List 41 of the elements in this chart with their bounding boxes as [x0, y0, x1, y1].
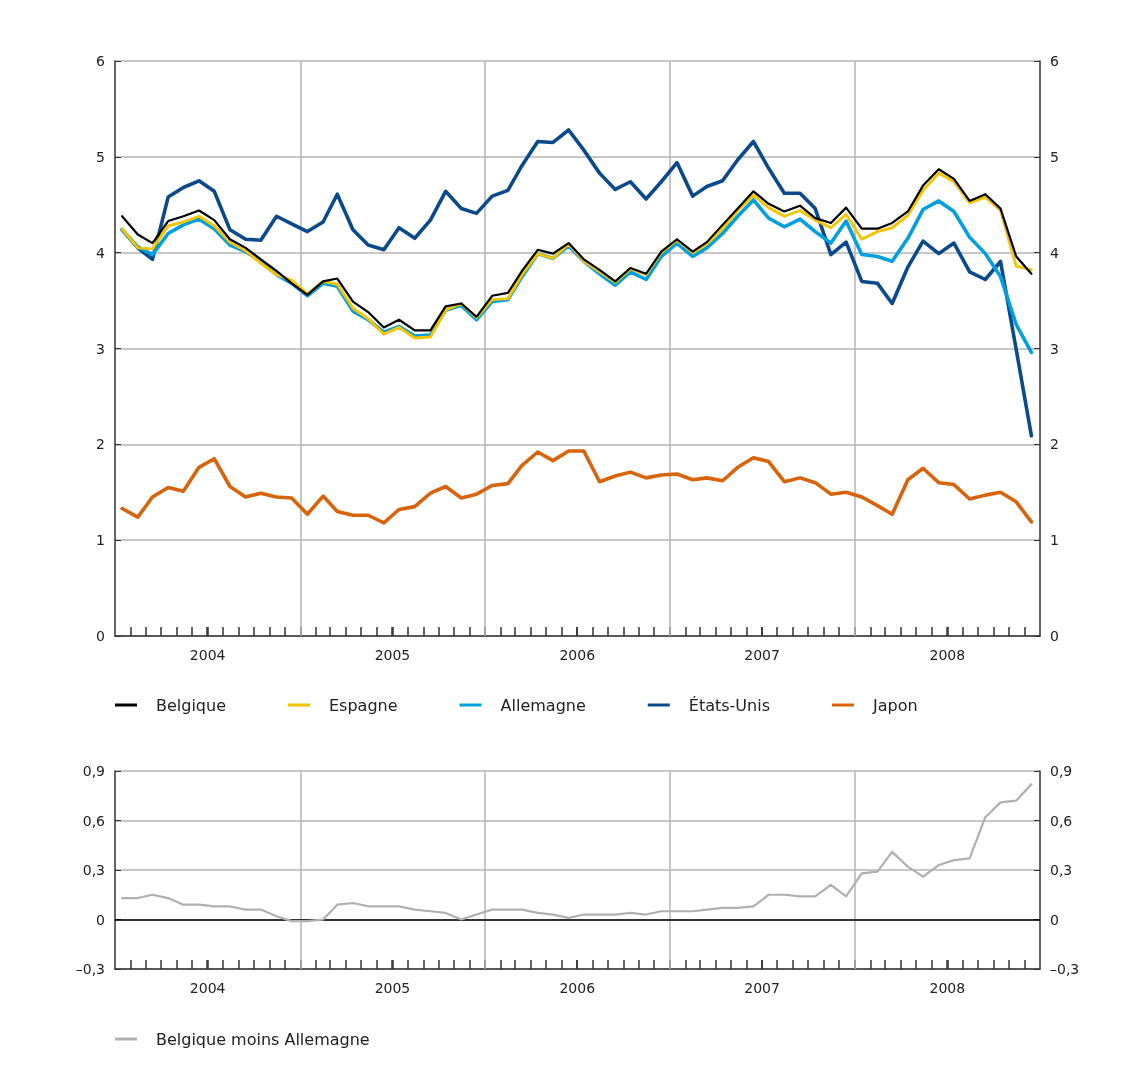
y-tick-label: 0: [96, 911, 105, 928]
y-tick-label: 2: [96, 436, 105, 453]
y2-tick-label: 0: [1050, 911, 1059, 928]
y-tick-label: 1: [96, 532, 105, 549]
y2-tick-label: 3: [1050, 340, 1059, 357]
x-tick-label: 2004: [189, 980, 226, 996]
y-tick-label: 0,9: [82, 763, 105, 779]
y2-tick-label: 0,3: [1050, 862, 1073, 878]
y-tick-label: 3: [96, 340, 105, 357]
legend-label: États-Unis: [688, 695, 770, 715]
x-tick-label: 2008: [929, 647, 966, 663]
x-tick-label: 2006: [559, 980, 596, 996]
legend-label: Japon: [871, 695, 918, 715]
y2-tick-label: 0,9: [1050, 763, 1073, 779]
y-tick-label: 5: [96, 148, 105, 165]
y2-tick-label: 1: [1050, 532, 1059, 549]
line-series: [120, 449, 1034, 525]
y-tick-label: 0,3: [82, 862, 105, 878]
y-tick-label: 6: [96, 53, 106, 69]
legend-label: Allemagne: [500, 695, 586, 715]
y2-tick-label: 0: [1050, 628, 1059, 644]
y-tick-label: –0,3: [75, 961, 105, 977]
x-tick-label: 2005: [374, 980, 411, 996]
y2-tick-label: 5: [1050, 148, 1059, 165]
y2-tick-label: 6: [1050, 53, 1059, 69]
legend-label: Espagne: [329, 695, 398, 715]
y-tick-label: 4: [96, 244, 106, 261]
legend-label: Belgique moins Allemagne: [156, 1029, 370, 1049]
x-tick-label: 2006: [559, 647, 596, 663]
legend-label: Belgique: [156, 695, 227, 715]
x-tick-label: 2007: [744, 980, 780, 996]
y-tick-label: 0: [96, 628, 105, 644]
x-tick-label: 2007: [744, 647, 780, 663]
y2-tick-label: –0,3: [1050, 961, 1080, 977]
x-tick-label: 2004: [189, 647, 226, 663]
x-tick-label: 2005: [374, 647, 411, 663]
y2-tick-label: 2: [1050, 436, 1059, 453]
y2-tick-label: 0,6: [1050, 812, 1073, 829]
y2-tick-label: 4: [1050, 244, 1059, 261]
x-tick-label: 2008: [929, 980, 966, 996]
y-tick-label: 0,6: [82, 812, 106, 829]
